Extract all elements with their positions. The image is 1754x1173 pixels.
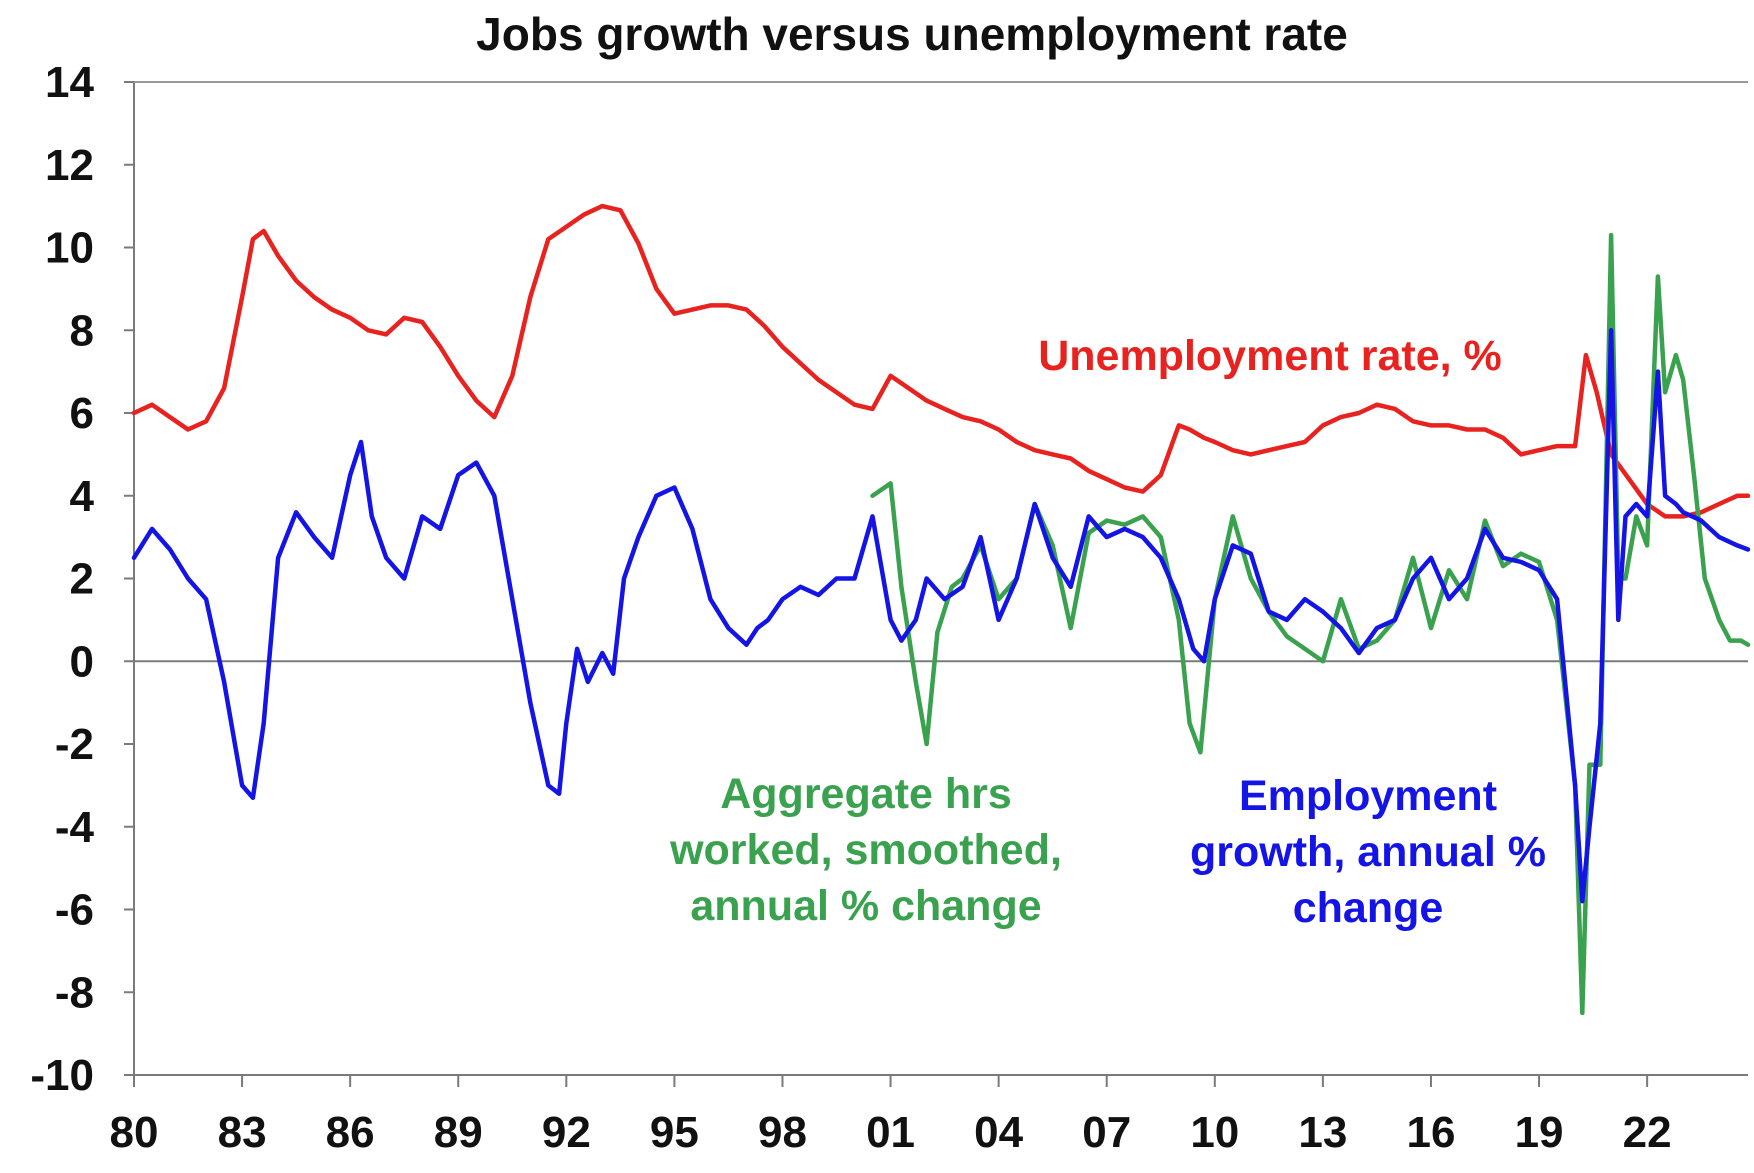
y-tick-label: 14 (45, 58, 94, 107)
x-tick-label: 98 (758, 1108, 807, 1157)
annotation-unemployment: Unemployment rate, % (1038, 332, 1502, 380)
x-tick-label: 16 (1406, 1108, 1455, 1157)
y-tick-label: 4 (70, 472, 95, 521)
x-tick-label: 22 (1623, 1108, 1672, 1157)
annotation-line: Employment (1239, 772, 1497, 820)
series-line-unemployment (131, 203, 1751, 519)
y-tick-label: 6 (70, 389, 94, 438)
annotation-line: worked, smoothed, (669, 826, 1062, 874)
annotation-employment: Employment growth, annual % change (1190, 772, 1546, 932)
x-tick-label: 04 (974, 1108, 1023, 1157)
annotation-hours: Aggregate hrs worked, smoothed, annual % c… (669, 770, 1062, 930)
series-annotations: Unemployment rate, % Aggregate hrs worked,… (669, 332, 1546, 932)
x-tick-label: 83 (218, 1108, 267, 1157)
x-tick-label: 80 (110, 1108, 159, 1157)
y-tick-label: -6 (55, 886, 94, 935)
y-tick-label: -2 (55, 720, 94, 769)
x-tick-label: 92 (542, 1108, 591, 1157)
annotation-line: Aggregate hrs (720, 770, 1012, 818)
x-tick-label: 01 (866, 1108, 915, 1157)
y-tick-label: 8 (70, 306, 94, 355)
annotation-line: annual % change (690, 882, 1041, 930)
annotation-line: growth, annual % (1190, 828, 1546, 876)
x-tick-label: 10 (1190, 1108, 1239, 1157)
x-tick-label: 89 (434, 1108, 483, 1157)
y-tick-label: 12 (45, 141, 94, 190)
annotation-line: change (1293, 884, 1444, 932)
series-lines (131, 203, 1751, 1016)
x-tick-label: 86 (326, 1108, 375, 1157)
x-tick-label: 07 (1082, 1108, 1131, 1157)
x-tick-label: 13 (1298, 1108, 1347, 1157)
y-tick-label: -4 (55, 803, 95, 852)
y-tick-label: 2 (70, 555, 94, 604)
y-tick-label: -8 (55, 968, 94, 1017)
y-tick-label: -10 (30, 1051, 94, 1100)
y-axis-ticks: 14 12 10 8 6 4 2 0 -2 -4 -6 -8 -10 (30, 58, 134, 1100)
x-tick-label: 19 (1515, 1108, 1564, 1157)
x-tick-label: 95 (650, 1108, 699, 1157)
x-axis-ticks: 80 83 86 89 92 95 98 01 04 07 10 13 16 19 22 (110, 1075, 1672, 1157)
series-line-employment (131, 328, 1751, 904)
y-tick-label: 0 (70, 637, 94, 686)
y-tick-label: 10 (45, 224, 94, 273)
annotation-line: Unemployment rate, % (1038, 332, 1502, 380)
chart-title: Jobs growth versus unemployment rate (476, 8, 1348, 60)
